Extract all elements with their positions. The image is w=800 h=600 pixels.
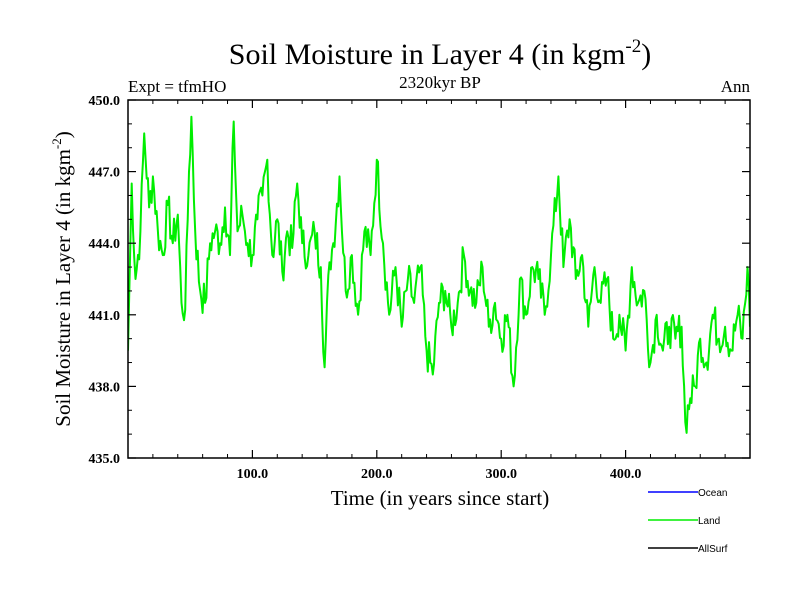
series-line-land bbox=[128, 115, 750, 434]
x-axis-label: Time (in years since start) bbox=[331, 486, 550, 510]
y-axis-label: Soil Moisture in Layer 4 (in kgm-2) bbox=[49, 131, 75, 426]
x-tick-label: 100.0 bbox=[237, 467, 269, 482]
axes: 435.0 438.0 441.0 444.0 447.0 450.0 100.0 200.0… bbox=[89, 94, 751, 482]
subtitle-right: Ann bbox=[721, 77, 751, 96]
subtitle-center: 2320kyr BP bbox=[399, 73, 481, 92]
legend: Ocean Land AllSurf bbox=[648, 488, 728, 555]
legend-label-ocean: Ocean bbox=[698, 488, 727, 499]
legend-label-land: Land bbox=[698, 516, 720, 527]
y-tick-label: 447.0 bbox=[89, 166, 121, 181]
x-tick-label: 300.0 bbox=[485, 467, 517, 482]
y-tick-label: 438.0 bbox=[89, 380, 121, 395]
chart-title: Soil Moisture in Layer 4 (in kgm-2) bbox=[229, 36, 651, 71]
x-tick-label: 400.0 bbox=[610, 467, 642, 482]
y-tick-label: 450.0 bbox=[89, 94, 121, 109]
y-tick-label: 441.0 bbox=[89, 309, 121, 324]
legend-label-allsurf: AllSurf bbox=[698, 544, 728, 555]
plot-area bbox=[128, 115, 750, 434]
x-tick-label: 200.0 bbox=[361, 467, 393, 482]
subtitle-left: Expt = tfmHO bbox=[128, 77, 226, 96]
plot-frame bbox=[127, 99, 751, 459]
y-tick-label: 435.0 bbox=[89, 452, 121, 467]
y-tick-label: 444.0 bbox=[89, 237, 121, 252]
